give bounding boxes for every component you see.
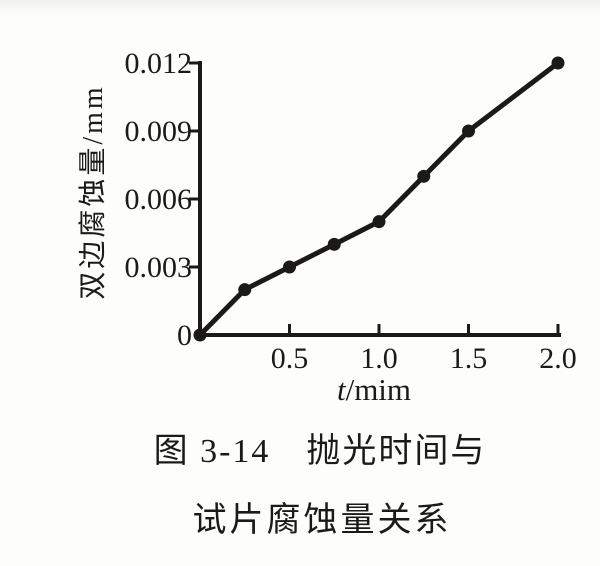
data-point: [283, 260, 296, 274]
x-tick-label: 2.0: [539, 342, 577, 375]
line-chart: 0.5 1.0 1.5 2.0 0 0.003 0.006 0.009 0.012 双边腐蚀量/…: [77, 47, 577, 407]
data-point: [238, 283, 252, 297]
data-point: [372, 215, 386, 229]
y-tick-label: 0: [177, 319, 192, 352]
data-point: [462, 124, 475, 138]
x-axis-variable: t: [337, 372, 347, 407]
data-point: [327, 237, 341, 251]
y-tick-label: 0.006: [125, 183, 193, 216]
y-tick-label: 0.009: [125, 115, 193, 148]
x-axis-label: t/mim: [337, 372, 411, 407]
data-line: [197, 60, 561, 338]
x-axis-unit: /mim: [346, 372, 411, 407]
y-tick-label: 0.012: [125, 47, 193, 80]
x-tick-label: 1.0: [360, 342, 398, 375]
data-point: [417, 169, 431, 183]
plot-area: 0.5 1.0 1.5 2.0 0 0.003 0.006 0.009 0.012: [125, 47, 577, 375]
data-point: [193, 328, 207, 342]
y-axis-label: 双边腐蚀量/mm: [77, 84, 109, 299]
x-tick-label: 1.5: [450, 342, 488, 375]
y-tick-label: 0.003: [125, 251, 193, 284]
x-tick-label: 0.5: [271, 342, 309, 375]
figure-caption-line1: 图 3-14 抛光时间与: [153, 433, 487, 470]
figure-caption-line2: 试片腐蚀量关系: [192, 502, 452, 539]
data-point: [551, 56, 565, 70]
